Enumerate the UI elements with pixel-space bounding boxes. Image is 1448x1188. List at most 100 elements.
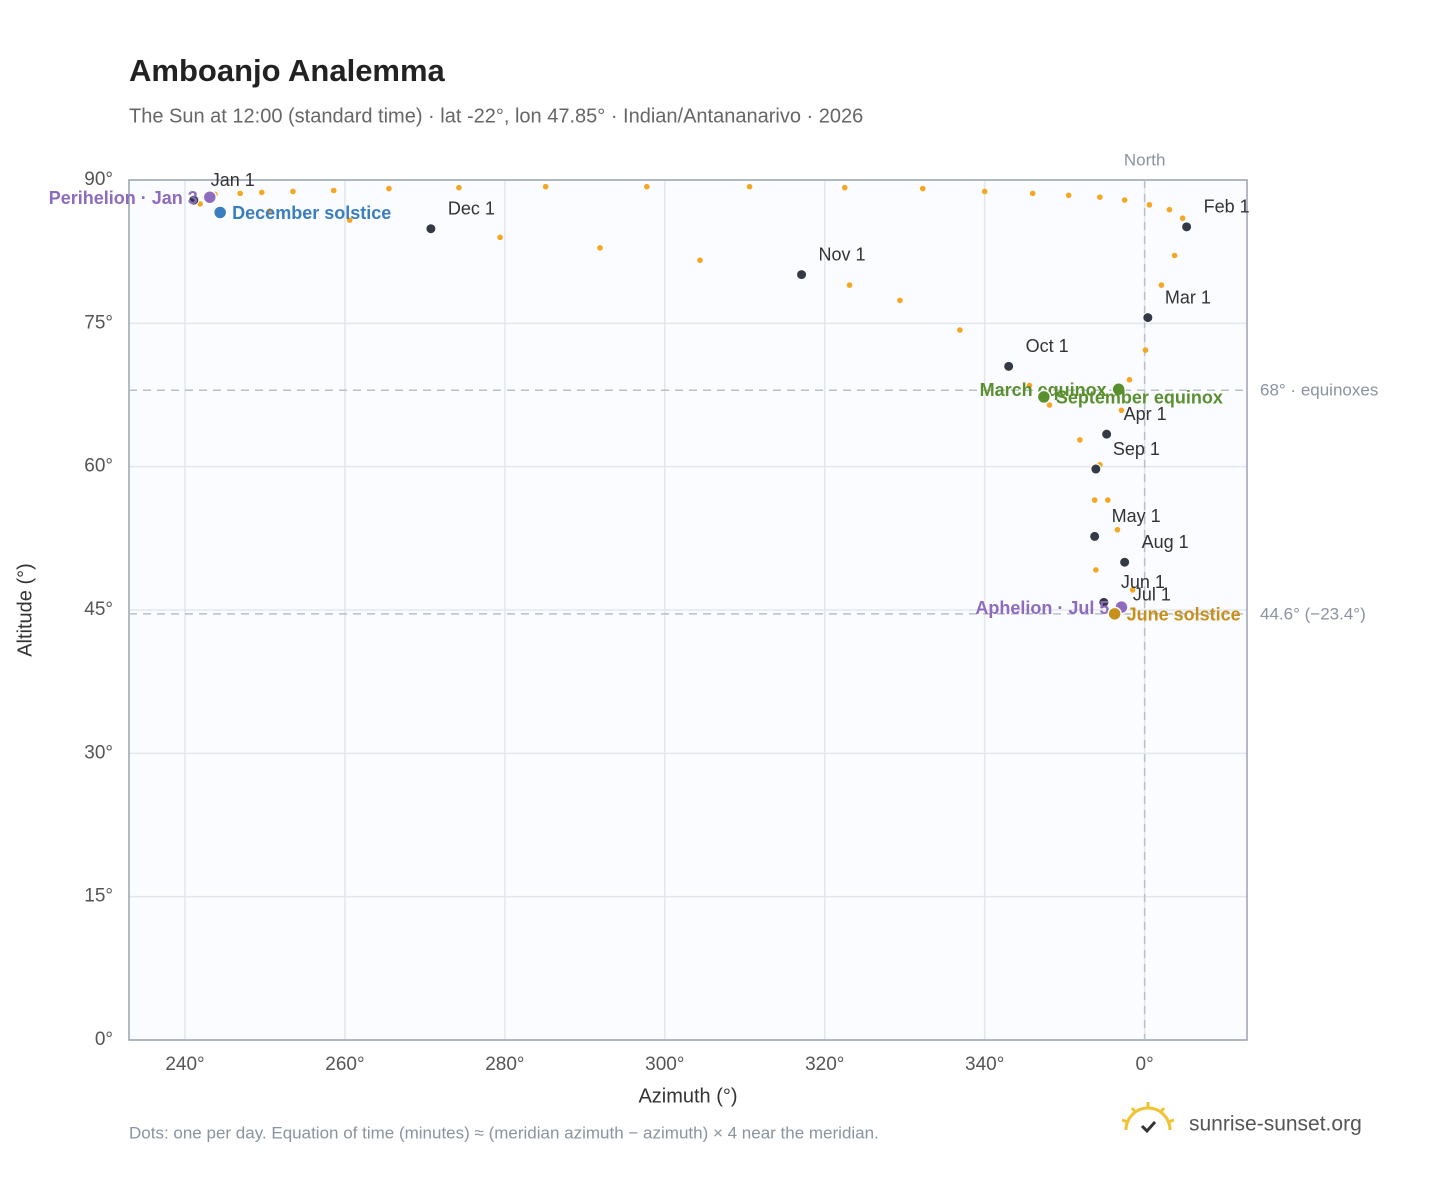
daily-dot bbox=[386, 185, 392, 192]
month-label: Mar 1 bbox=[1165, 287, 1211, 307]
daily-dot bbox=[237, 190, 243, 197]
daily-dot bbox=[542, 183, 549, 190]
daily-dot bbox=[1118, 407, 1125, 414]
daily-dot bbox=[846, 282, 853, 288]
daily-dot bbox=[957, 327, 963, 333]
daily-dot bbox=[841, 184, 848, 191]
daily-dot bbox=[266, 208, 273, 214]
x-tick-label: 300° bbox=[645, 1054, 684, 1075]
y-tick-label: 30° bbox=[84, 742, 113, 763]
event-dot bbox=[202, 189, 218, 205]
daily-dot bbox=[1129, 587, 1136, 593]
month-label: Jan 1 bbox=[211, 170, 255, 190]
month-label: Jul 1 bbox=[1133, 585, 1171, 605]
daily-dot bbox=[1029, 190, 1036, 197]
month-dot bbox=[1119, 556, 1131, 568]
y-tick-label: 60° bbox=[84, 456, 113, 477]
daily-dot bbox=[597, 245, 603, 251]
daily-dot bbox=[497, 234, 503, 241]
daily-dot bbox=[1114, 526, 1121, 533]
daily-dot bbox=[330, 187, 337, 194]
daily-dot bbox=[290, 188, 296, 195]
daily-dot bbox=[746, 183, 753, 190]
daily-dot bbox=[644, 183, 650, 190]
x-tick-label: 260° bbox=[325, 1054, 364, 1075]
y-tick-label: 90° bbox=[84, 169, 113, 190]
event-label: September equinox bbox=[1056, 388, 1223, 408]
daily-dot bbox=[1126, 376, 1133, 383]
daily-dot bbox=[1166, 206, 1173, 213]
event-dot bbox=[1036, 389, 1052, 405]
month-label: May 1 bbox=[1112, 506, 1161, 526]
daily-dot bbox=[1179, 215, 1186, 222]
daily-dot bbox=[1097, 194, 1103, 200]
daily-dot bbox=[981, 188, 988, 195]
x-tick-label: 0° bbox=[1136, 1054, 1154, 1075]
daily-dot bbox=[456, 184, 462, 191]
month-dot bbox=[425, 223, 437, 235]
month-dot bbox=[1090, 463, 1102, 475]
daily-dot bbox=[1093, 567, 1099, 573]
daily-dot bbox=[197, 201, 203, 207]
brand: sunrise-sunset.org bbox=[1189, 1113, 1362, 1136]
y-tick-label: 75° bbox=[84, 312, 113, 333]
y-axis-label: Altitude (°) bbox=[14, 563, 36, 657]
daily-dot bbox=[1077, 437, 1083, 443]
x-axis-label: Azimuth (°) bbox=[638, 1085, 737, 1107]
month-dot bbox=[1098, 596, 1110, 608]
month-label: Dec 1 bbox=[448, 198, 495, 218]
reference-label: 68° · equinoxes bbox=[1260, 381, 1378, 400]
daily-dot bbox=[1158, 282, 1165, 288]
month-dot bbox=[1101, 428, 1113, 440]
y-tick-label: 0° bbox=[95, 1029, 113, 1050]
event-dot bbox=[1111, 382, 1126, 397]
daily-dot bbox=[1026, 382, 1033, 389]
daily-dot bbox=[258, 189, 265, 196]
chart-title: Amboanjo Analemma bbox=[129, 53, 446, 88]
daily-dot bbox=[1121, 197, 1128, 203]
month-label: Apr 1 bbox=[1124, 404, 1167, 424]
event-label: Aphelion · Jul 5 bbox=[975, 598, 1109, 618]
daily-dot bbox=[1171, 252, 1178, 259]
daily-dot bbox=[1146, 202, 1153, 208]
plot-frame bbox=[128, 179, 1248, 1041]
daily-dot bbox=[346, 217, 353, 223]
event-label: December solstice bbox=[232, 203, 391, 223]
month-dot bbox=[1003, 360, 1015, 372]
daily-dot bbox=[1142, 347, 1149, 353]
month-dot bbox=[1181, 221, 1193, 233]
event-label: June solstice bbox=[1127, 605, 1241, 625]
event-dot bbox=[212, 205, 228, 220]
daily-dot bbox=[697, 257, 703, 264]
daily-dot bbox=[897, 297, 903, 304]
daily-dot bbox=[1105, 497, 1111, 503]
month-label: Sep 1 bbox=[1113, 439, 1160, 459]
month-label: Jun 1 bbox=[1121, 572, 1165, 592]
daily-dot bbox=[1065, 192, 1072, 199]
month-dot bbox=[1142, 312, 1154, 324]
daily-dot bbox=[1046, 402, 1053, 408]
chart-subtitle: The Sun at 12:00 (standard time) · lat -… bbox=[129, 105, 863, 127]
y-tick-label: 15° bbox=[84, 886, 113, 907]
month-dot bbox=[1089, 530, 1101, 542]
brand-logo bbox=[1121, 1102, 1175, 1134]
month-label: Aug 1 bbox=[1142, 532, 1189, 552]
x-tick-label: 340° bbox=[965, 1054, 1004, 1075]
north-label: North bbox=[1124, 150, 1166, 169]
footnote: Dots: one per day. Equation of time (min… bbox=[129, 1123, 879, 1142]
x-tick-label: 240° bbox=[165, 1054, 204, 1075]
daily-dot bbox=[919, 185, 926, 192]
x-tick-label: 280° bbox=[485, 1054, 524, 1075]
month-label: Feb 1 bbox=[1204, 197, 1250, 217]
month-label: Oct 1 bbox=[1026, 336, 1069, 356]
month-label: Nov 1 bbox=[819, 244, 866, 264]
event-dot bbox=[1107, 606, 1122, 622]
daily-dot bbox=[1091, 497, 1098, 503]
x-tick-label: 320° bbox=[805, 1054, 844, 1075]
month-dot bbox=[188, 194, 200, 206]
reference-label: 44.6° (−23.4°) bbox=[1260, 604, 1366, 623]
month-dot bbox=[796, 269, 808, 281]
y-tick-label: 45° bbox=[84, 599, 113, 620]
event-label: Perihelion · Jan 3 bbox=[49, 188, 198, 208]
